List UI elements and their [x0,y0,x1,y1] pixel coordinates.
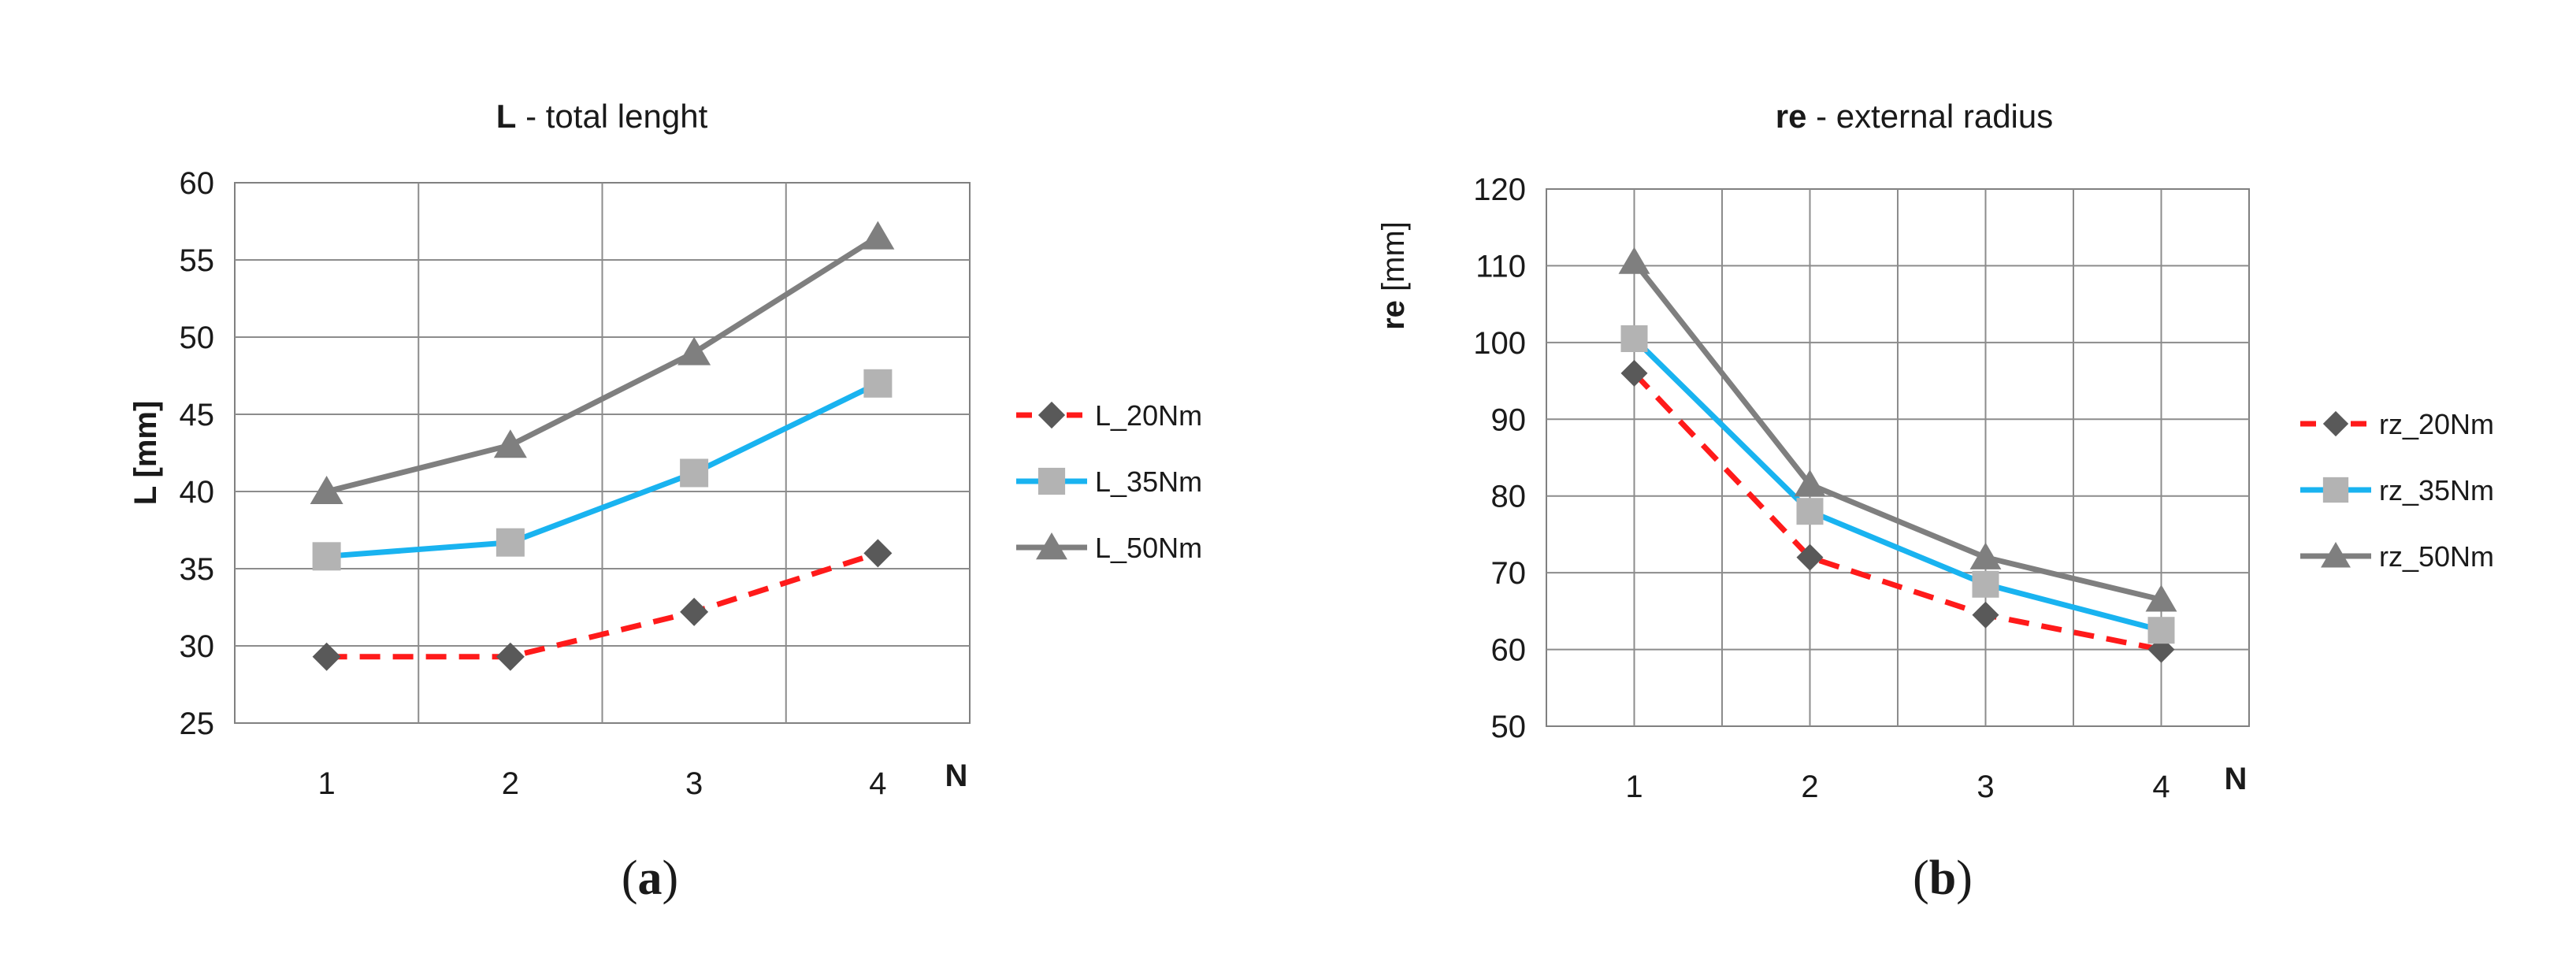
y-tick-label: 45 [180,398,215,432]
legend-label-rz-50nm: rz_50Nm [2379,540,2494,573]
series-line-rz-50nm [1631,260,2162,603]
chart-b-legend: rz_20Nm rz_35Nm rz_50Nm [2300,408,2494,573]
chart-a-x-axis: 1 2 3 4 [318,766,887,801]
chart-b-x-axis: 1 2 3 4 [1625,770,2170,804]
data-point-l-35nm [496,528,525,557]
y-tick-label: 70 [1491,556,1527,591]
chart-b: re - external radius 50 60 70 80 90 100 110 120… [1376,98,2494,905]
data-point-rz-50nm [1618,247,1650,274]
chart-b-caption-letter: b [1929,851,1956,905]
chart-b-y-axis-label-rest: [mm] [1376,221,1411,300]
y-tick-label: 40 [180,475,215,510]
legend-label-l-20nm: L_20Nm [1095,399,1202,432]
legend-marker-rz-35nm [2322,477,2349,503]
series-line-l-50nm [325,234,880,495]
chart-a-grid [235,183,970,723]
chart-a-caption: (a) [622,851,678,905]
chart-a-y-axis-label: L [mm] [128,401,163,506]
y-tick-label: 100 [1473,326,1526,361]
data-point-rz-20nm [1796,543,1824,571]
y-tick-label: 35 [180,552,215,587]
legend-marker-l-35nm [1037,467,1066,495]
y-tick-label: 50 [1491,710,1527,744]
data-point-l-20nm [312,642,341,671]
chart-b-title-bold: re [1776,98,1807,135]
chart-a-y-axis: 25 30 35 40 45 50 55 60 [180,166,215,741]
series-line-l-35nm [326,380,879,559]
x-tick-label: 1 [318,766,336,801]
y-tick-label: 80 [1491,480,1527,514]
chart-a-series [310,221,895,671]
y-tick-label: 30 [180,629,215,664]
data-point-rz-50nm [1969,542,2002,569]
y-tick-label: 55 [180,243,215,278]
legend-marker-l-20nm [1037,401,1066,429]
data-point-l-35nm [680,458,709,488]
y-tick-label: 50 [180,321,215,355]
data-point-l-50nm [493,429,527,458]
y-tick-label: 110 [1475,249,1526,284]
chart-b-y-axis: 50 60 70 80 90 100 110 120 [1473,172,1526,744]
chart-a-caption-letter: a [638,851,663,905]
y-tick-label: 90 [1491,402,1527,437]
chart-a-legend: L_20Nm L_35Nm L_50Nm [1016,399,1202,564]
data-point-l-20nm [863,539,893,568]
data-point-l-20nm [496,642,525,671]
data-point-rz-35nm [1796,498,1824,525]
chart-a: L - total lenght 25 30 35 40 45 50 55 60 1 2 3 4 L… [128,98,1202,905]
x-tick-label: 2 [1801,770,1818,804]
data-point-l-35nm [863,369,893,398]
y-tick-label: 60 [180,166,215,201]
data-point-l-35nm [312,542,341,571]
legend-marker-rz-50nm [2321,541,2351,568]
chart-a-title: L - total lenght [496,98,708,135]
data-point-rz-35nm [2147,617,2175,644]
x-tick-label: 3 [685,766,703,801]
y-tick-label: 60 [1491,633,1527,668]
chart-a-title-bold: L [496,98,517,135]
series-line-rz-35nm [1632,336,2162,633]
chart-b-caption: (b) [1913,851,1973,905]
x-tick-label: 4 [2152,770,2170,804]
data-point-l-50nm [310,476,343,504]
data-point-rz-35nm [1972,570,1999,598]
chart-b-y-axis-label-bold: re [1376,300,1411,330]
y-tick-label: 120 [1473,172,1526,207]
x-tick-label: 4 [869,766,886,801]
chart-a-title-rest: - total lenght [516,98,707,135]
legend-marker-l-50nm [1036,532,1067,560]
data-point-rz-20nm [1972,601,1999,629]
chart-a-x-axis-label: N [945,759,968,793]
data-point-rz-20nm [1620,359,1648,387]
chart-b-title-rest: - external radius [1806,98,2053,135]
data-point-rz-50nm [1794,469,1826,497]
y-tick-label: 25 [180,707,215,741]
data-point-l-50nm [861,221,895,250]
x-tick-label: 1 [1625,770,1642,804]
data-point-rz-50nm [2145,584,2177,612]
legend-label-l-35nm: L_35Nm [1095,466,1202,498]
chart-b-title: re - external radius [1776,98,2054,135]
data-point-rz-35nm [1620,325,1648,352]
chart-b-y-axis-label: re [mm] [1376,221,1411,330]
chart-b-series [1618,247,2177,663]
x-tick-label: 2 [502,766,519,801]
x-tick-label: 3 [1977,770,1994,804]
series-line-rz-20nm [1631,371,2162,653]
data-point-l-20nm [680,597,709,626]
legend-label-rz-35nm: rz_35Nm [2379,474,2494,506]
legend-marker-rz-20nm [2322,410,2349,437]
legend-label-rz-20nm: rz_20Nm [2379,408,2494,440]
legend-label-l-50nm: L_50Nm [1095,532,1202,564]
data-point-l-50nm [677,336,711,365]
series-line-l-20nm [326,551,879,660]
chart-b-x-axis-label: N [2225,762,2248,796]
